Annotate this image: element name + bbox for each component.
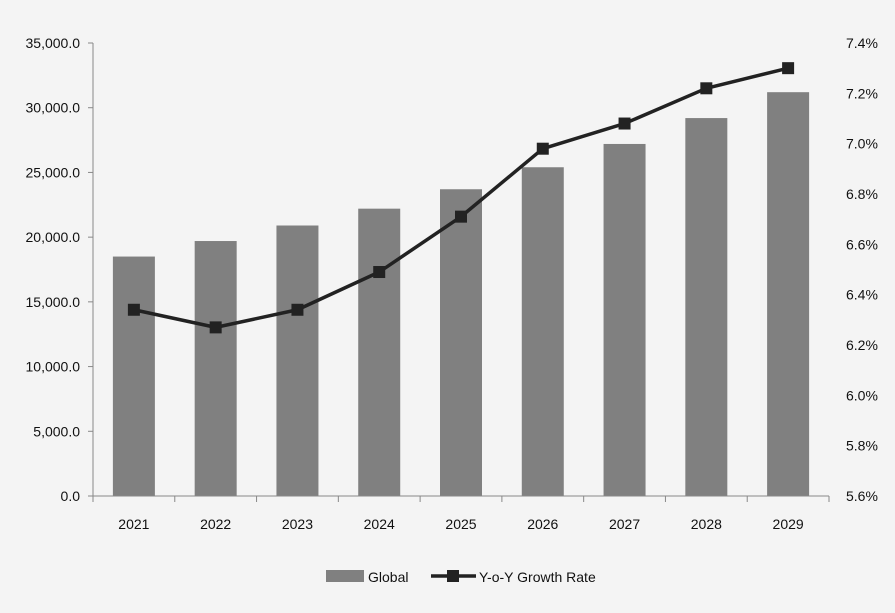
legend-growth-label: Y-o-Y Growth Rate [479, 569, 596, 585]
bar-2025 [440, 189, 482, 497]
bars-layer [112, 92, 810, 497]
line-layer [127, 62, 795, 334]
y-right-tick-label: 5.8% [846, 438, 878, 454]
legend-growth-marker [447, 570, 459, 582]
y-left-tick-label: 20,000.0 [26, 229, 81, 245]
growth-marker-2022 [209, 321, 222, 334]
growth-marker-2025 [455, 210, 467, 223]
y-right-tick-label: 7.0% [846, 136, 878, 152]
y-left-tick-label: 0.0 [61, 488, 81, 504]
y-right-tick-label: 6.0% [846, 387, 878, 403]
legend-global-label: Global [368, 569, 408, 585]
growth-marker-2024 [373, 266, 386, 279]
y-right-tick-label: 7.2% [846, 85, 878, 101]
bar-2028 [685, 118, 728, 496]
x-tick-label: 2026 [527, 516, 558, 532]
y-right-tick-label: 6.6% [846, 236, 878, 252]
y-left-tick-label: 10,000.0 [26, 359, 81, 375]
axes-layer: 0.0 5,000.0 10,000.0 15,000.0 20,000.0 25,000… [26, 35, 878, 532]
growth-marker-2026 [536, 142, 549, 155]
bar-2024 [358, 208, 401, 496]
y-right-tick-label: 5.6% [846, 488, 878, 504]
x-tick-label: 2028 [691, 516, 722, 532]
x-tick-label: 2023 [282, 516, 313, 532]
growth-marker-2029 [782, 62, 795, 75]
bar-2029 [767, 92, 810, 496]
legend-global-swatch [326, 570, 364, 582]
y-left-tick-label: 25,000.0 [26, 164, 81, 180]
growth-marker-2027 [618, 117, 631, 130]
legend: Global Y-o-Y Growth Rate [326, 569, 596, 585]
x-tick-label: 2022 [200, 516, 231, 532]
y-right-tick-label: 6.4% [846, 287, 878, 303]
x-tick-label: 2021 [118, 516, 149, 532]
y-right-tick-label: 6.2% [846, 337, 878, 353]
bar-2021 [112, 256, 155, 496]
growth-marker-2023 [291, 303, 304, 316]
y-left-tick-label: 15,000.0 [26, 294, 81, 310]
x-tick-label: 2024 [364, 516, 395, 532]
y-left-tick-label: 35,000.0 [26, 35, 81, 51]
bar-2026 [521, 167, 564, 496]
x-tick-label: 2025 [445, 516, 476, 532]
y-left-tick-label: 5,000.0 [33, 423, 80, 439]
bar-2023 [276, 225, 319, 496]
y-right-tick-label: 6.8% [846, 186, 878, 202]
bar-2027 [603, 143, 646, 496]
x-tick-label: 2029 [773, 516, 804, 532]
y-left-tick-label: 30,000.0 [26, 100, 81, 116]
y-right-tick-label: 7.4% [846, 35, 878, 51]
growth-marker-2021 [127, 303, 140, 316]
growth-marker-2028 [700, 82, 713, 95]
x-tick-label: 2027 [609, 516, 640, 532]
bar-2022 [194, 241, 237, 496]
